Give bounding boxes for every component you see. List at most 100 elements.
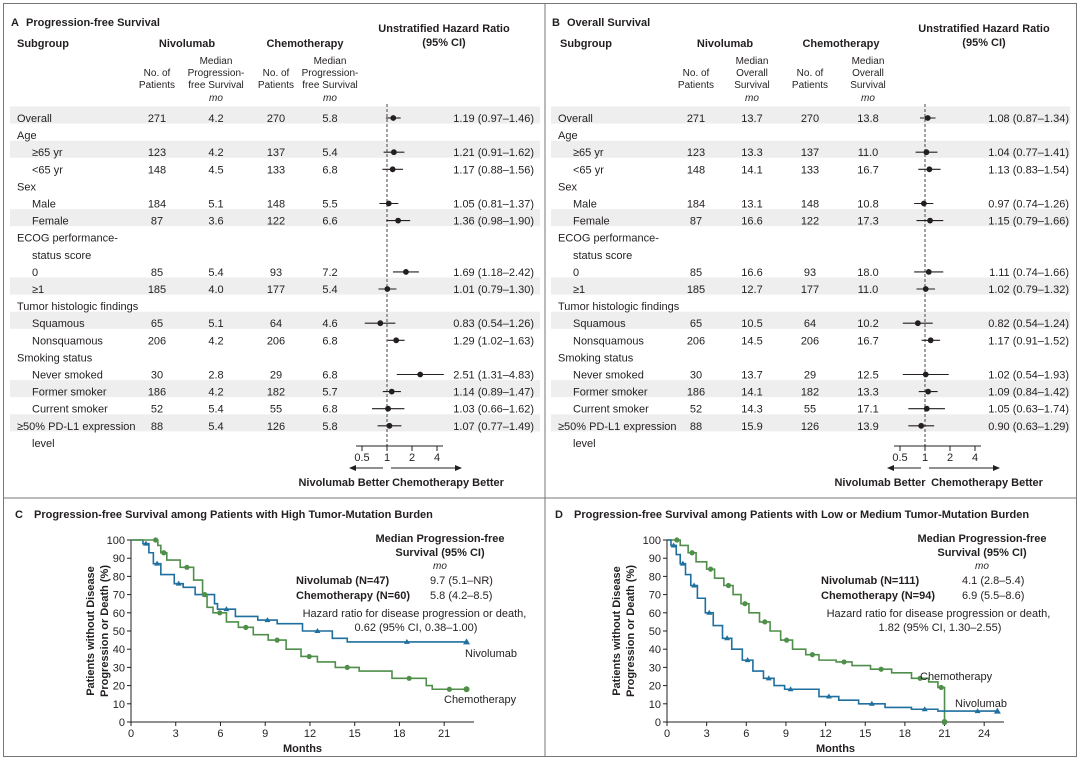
median-nivolumab: 13.7 — [741, 113, 762, 125]
median-nivolumab: 14.3 — [741, 404, 762, 416]
header-line: Progression- — [302, 68, 359, 79]
hr-value: 1.11 (0.74–1.66) — [989, 267, 1069, 279]
x-tick-label: 18 — [393, 728, 405, 740]
subgroup-label: status score — [573, 250, 632, 262]
panel-a-better-right: Chemotherapy Better — [392, 477, 505, 489]
subgroup-label: ≥65 yr — [573, 147, 604, 159]
subgroup-label: Age — [558, 130, 578, 142]
median-nivolumab: 4.2 — [208, 147, 223, 159]
y-tick-label: 30 — [649, 662, 661, 674]
y-tick-label: 0 — [119, 717, 125, 729]
subgroup-label: Squamous — [573, 318, 626, 330]
y-tick-label: 100 — [107, 535, 125, 547]
header-line: (95% CI) — [962, 37, 1006, 49]
median-chemotherapy: 6.8 — [322, 404, 337, 416]
subgroup-label: 0 — [32, 267, 38, 279]
y-tick-label: 30 — [113, 662, 125, 674]
hr-point — [377, 320, 384, 327]
hr-value: 2.51 (1.31–4.83) — [453, 370, 534, 382]
hr-point — [925, 269, 932, 275]
y-tick-label: 90 — [649, 553, 661, 565]
hr-value: 1.14 (0.89–1.47) — [453, 387, 534, 399]
panel-a-col-n1: No. of Patients — [139, 68, 175, 91]
panel-b-better-left: Nivolumab Better — [834, 477, 926, 489]
hr-point — [927, 337, 934, 344]
hr-value: 1.17 (0.91–1.52) — [988, 335, 1069, 347]
panel-a-unit1: mo — [209, 93, 223, 104]
hr-point — [389, 166, 396, 173]
row-shade — [10, 209, 540, 227]
median-nivolumab: 4.0 — [208, 284, 223, 296]
subgroup-label: Squamous — [32, 318, 85, 330]
panel-c-letter: C — [15, 509, 23, 521]
censor-mark — [691, 582, 698, 588]
censor-mark — [217, 610, 223, 616]
header-line: free Survival — [302, 80, 358, 91]
censor-mark — [403, 638, 410, 644]
x-tick-label: 15 — [349, 728, 361, 740]
n-nivolumab: 30 — [690, 370, 702, 382]
n-chemotherapy: 148 — [267, 199, 285, 211]
censor-mark — [344, 664, 350, 671]
km-curve-nivolumab — [131, 539, 467, 643]
x-tick-label: 15 — [859, 728, 871, 740]
hr-axis-tick-label: 0.5 — [354, 452, 369, 464]
censor-mark — [868, 700, 875, 706]
row-shade — [551, 414, 1070, 432]
n-nivolumab: 123 — [687, 147, 705, 159]
km-curve-chemotherapy — [667, 539, 946, 722]
censor-mark — [706, 609, 713, 615]
arrow-left-icon — [349, 465, 356, 471]
header-line: Overall — [852, 68, 884, 79]
median-chemotherapy: 17.1 — [857, 404, 878, 416]
x-tick-label: 12 — [819, 728, 831, 740]
n-chemotherapy: 182 — [801, 387, 819, 399]
censor-mark — [306, 653, 312, 660]
median-nivolumab: 14.5 — [741, 335, 762, 347]
panel-a-col-median2: Median Progression-free Survival — [302, 56, 359, 91]
subgroup-label: <65 yr — [32, 164, 63, 176]
hr-value: 1.17 (0.88–1.56) — [453, 164, 534, 176]
row-shade — [10, 106, 540, 124]
n-chemotherapy: 93 — [270, 267, 282, 279]
y-tick-label: 60 — [649, 608, 661, 620]
n-chemotherapy: 122 — [801, 216, 819, 228]
median-nivolumab: 10.5 — [741, 318, 762, 330]
panel-d-curve-label-1: Chemotherapy — [920, 671, 993, 683]
header-line: Median Progression-free — [918, 533, 1047, 545]
n-nivolumab: 184 — [687, 199, 705, 211]
x-tick-label: 21 — [938, 728, 950, 740]
censor-mark-end — [993, 707, 1001, 714]
censor-mark — [689, 550, 695, 556]
censor-mark — [708, 566, 714, 572]
panel-c-hr-line2: 0.62 (95% CI, 0.38–1.00) — [355, 622, 478, 634]
y-tick-label: 70 — [649, 590, 661, 602]
censor-mark — [243, 624, 249, 630]
panel-d-legend: Median Progression-free Survival (95% CI)… — [821, 533, 1050, 710]
panel-b-forest: Overall 271 13.7 270 13.8 1.08 (0.87–1.34) Age… — [551, 104, 1070, 471]
panel-d-curve-label-2: Nivolumab — [955, 698, 1007, 710]
n-chemotherapy: 182 — [267, 387, 285, 399]
header-line: No. of — [683, 68, 710, 79]
y-axis-label-line: Patients without Disease — [85, 566, 97, 696]
header-line: Median — [314, 56, 347, 67]
censor-mark-end — [463, 686, 470, 693]
subgroup-label: ≥65 yr — [32, 147, 63, 159]
y-axis-label-line: Patients without Disease — [611, 566, 623, 696]
median-chemotherapy: 13.3 — [857, 387, 878, 399]
censor-mark — [406, 675, 412, 681]
subgroup-label: Nonsquamous — [32, 335, 103, 347]
n-nivolumab: 184 — [148, 199, 166, 211]
hr-point — [403, 269, 409, 275]
median-chemotherapy: 10.8 — [857, 199, 878, 211]
row-shade — [551, 209, 1070, 227]
hr-value: 0.83 (0.54–1.26) — [453, 318, 534, 330]
row-shade — [551, 380, 1070, 398]
hr-point — [385, 200, 392, 207]
x-tick-label: 18 — [899, 728, 911, 740]
panel-d-arm2-value: 6.9 (5.5–8.6) — [962, 590, 1024, 602]
median-nivolumab: 14.1 — [741, 164, 762, 176]
median-chemotherapy: 5.7 — [322, 387, 337, 399]
hr-value: 1.13 (0.83–1.54) — [988, 164, 1069, 176]
